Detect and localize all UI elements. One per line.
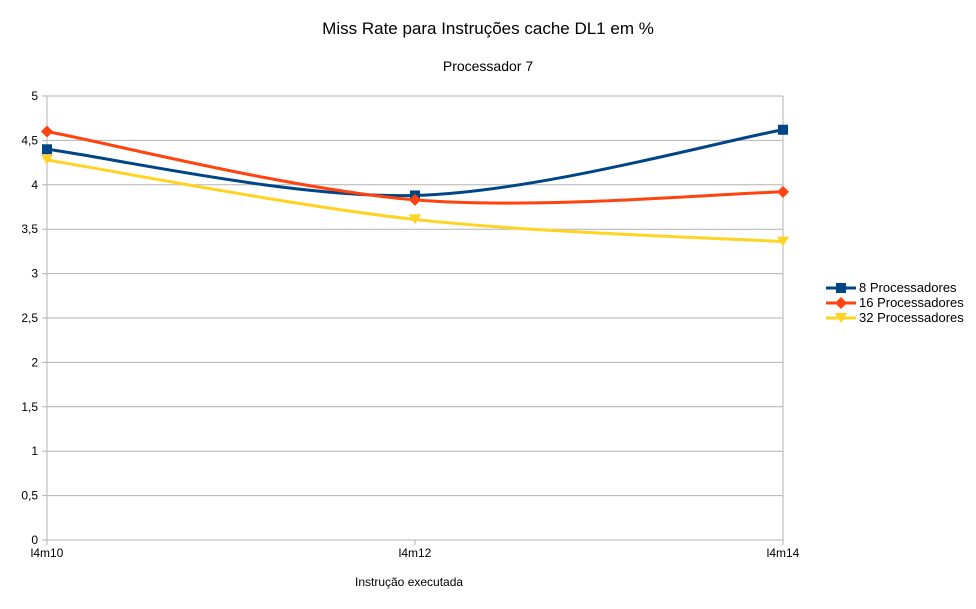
legend-swatch-32 bbox=[826, 312, 856, 323]
x-tick-label: l4m12 bbox=[399, 546, 432, 560]
legend-label: 32 Processadores bbox=[859, 310, 964, 325]
x-axis-title: Instrução executada bbox=[355, 575, 464, 589]
y-tick-label: 5 bbox=[31, 89, 38, 103]
data-point bbox=[41, 154, 53, 165]
y-tick-label: 4,5 bbox=[21, 133, 38, 147]
data-point bbox=[42, 144, 52, 155]
y-tick-label: 2,5 bbox=[21, 311, 38, 325]
y-tick-label: 0,5 bbox=[21, 489, 38, 503]
x-tick-label: l4m10 bbox=[31, 546, 64, 560]
data-point bbox=[777, 236, 789, 247]
data-point bbox=[409, 193, 421, 206]
legend-item: 16 Processadores bbox=[826, 295, 964, 310]
data-point bbox=[409, 214, 421, 225]
data-point bbox=[777, 185, 789, 198]
legend-label: 16 Processadores bbox=[859, 295, 964, 310]
legend-label: 8 Processadores bbox=[859, 280, 957, 295]
legend-item: 32 Processadores bbox=[826, 310, 964, 325]
y-tick-label: 1 bbox=[31, 444, 38, 458]
y-tick-label: 1,5 bbox=[21, 400, 38, 414]
y-tick-label: 4 bbox=[31, 178, 38, 192]
chart-title: Miss Rate para Instruções cache DL1 em % bbox=[322, 19, 654, 38]
chart-subtitle: Processador 7 bbox=[442, 58, 534, 74]
y-tick-label: 2 bbox=[31, 355, 38, 369]
y-tick-label: 3 bbox=[31, 267, 38, 281]
legend-item: 8 Processadores bbox=[826, 280, 964, 295]
legend-swatch-8 bbox=[826, 282, 856, 293]
data-point bbox=[41, 125, 53, 138]
x-tick-label: l4m14 bbox=[767, 546, 800, 560]
series-line-0 bbox=[45, 128, 785, 198]
data-point bbox=[778, 124, 788, 135]
legend: 8 Processadores 16 Processadores 32 Proc… bbox=[826, 280, 964, 325]
legend-swatch-16 bbox=[826, 296, 856, 309]
y-tick-label: 0 bbox=[31, 533, 38, 547]
y-tick-label: 3,5 bbox=[21, 222, 38, 236]
